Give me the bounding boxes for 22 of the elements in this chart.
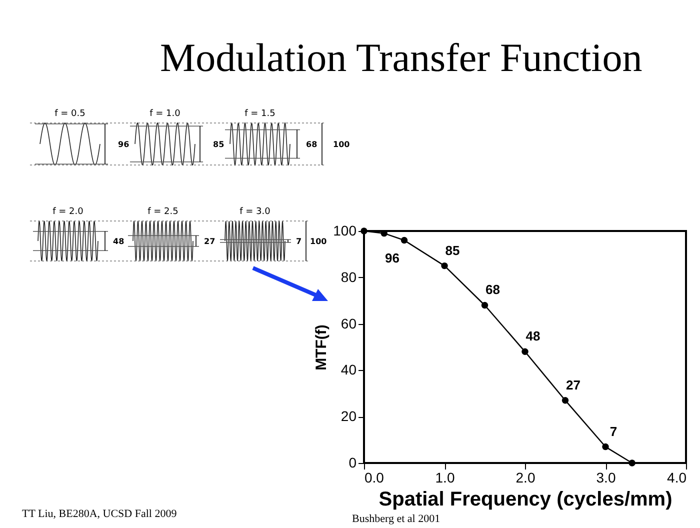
chart-title: Modulation Transfer Function [160,34,642,81]
y-tick-label: 60 [340,315,357,332]
text: Bushberg et al 2001 [352,513,440,525]
data-label: 68 [486,282,500,298]
x-tick-label: 2.0 [516,470,536,486]
x-axis-title: Spatial Frequency (cycles/mm) [378,488,672,510]
x-tick-label: 1.0 [435,470,455,486]
data-label: 27 [566,377,580,392]
y-tick-label: 0 [348,454,357,470]
y-tick-label: 80 [340,268,357,285]
x-tick-label: 4.0 [667,470,687,486]
x-tick-label: 3.0 [596,470,616,486]
y-tick-label: 40 [340,362,357,378]
data-label: 96 [385,250,400,266]
data-label: 7 [610,424,618,439]
y-axis-title: MTF(f) [313,324,330,370]
data-label: 85 [445,242,460,258]
text: TT Liu, BE280A, UCSD Fall 2009 [22,508,177,520]
y-tick-label: 100 [333,222,357,238]
x-tick-label: 0.0 [364,470,384,486]
data-label: 48 [526,328,540,344]
y-tick-label: 20 [340,408,357,424]
